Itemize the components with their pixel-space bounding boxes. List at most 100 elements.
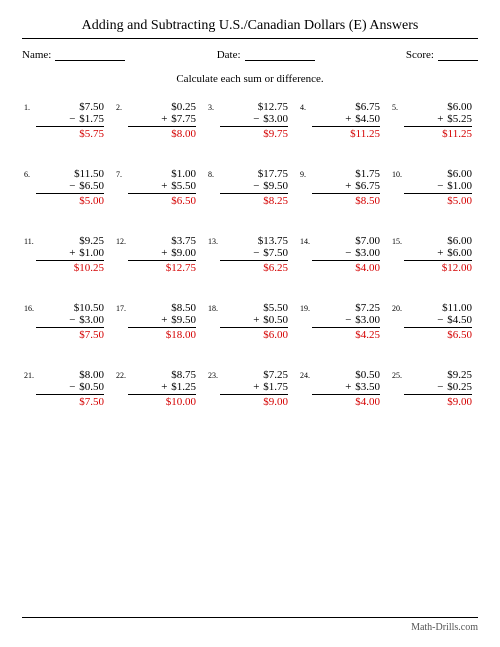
problem-work: $6.00−$1.00$5.00 [404, 168, 476, 207]
problem-rule [220, 394, 288, 395]
problem-rule [220, 327, 288, 328]
operator: + [345, 381, 355, 393]
answer: $10.25 [36, 262, 104, 274]
problem: 3.$12.75−$3.00$9.75 [208, 101, 292, 140]
problem-number: 17. [116, 302, 128, 313]
problem-work: $7.00−$3.00$4.00 [312, 235, 384, 274]
operand-b-row: +$6.00 [404, 247, 472, 259]
problem-rule [404, 126, 472, 127]
operand-a: $8.50 [128, 302, 196, 314]
problem-rule [404, 193, 472, 194]
answer: $6.25 [220, 262, 288, 274]
problem-number: 2. [116, 101, 128, 112]
operand-b: $3.00 [263, 113, 288, 125]
operand-b: $3.50 [355, 381, 380, 393]
page-title: Adding and Subtracting U.S./Canadian Dol… [22, 18, 478, 34]
problem-work: $6.00+$5.25$11.25 [404, 101, 476, 140]
answer: $10.00 [128, 396, 196, 408]
operand-a: $11.50 [36, 168, 104, 180]
operand-b: $1.00 [447, 180, 472, 192]
footer-text: Math-Drills.com [411, 622, 478, 633]
answer: $12.00 [404, 262, 472, 274]
answer: $18.00 [128, 329, 196, 341]
meta-row: Name: Date: Score: [22, 49, 478, 61]
problem-work: $7.25−$3.00$4.25 [312, 302, 384, 341]
problem-rule [312, 394, 380, 395]
operator: − [437, 314, 447, 326]
operand-b-row: +$1.75 [220, 381, 288, 393]
problem-rule [128, 394, 196, 395]
problem-grid: 1.$7.50−$1.75$5.752.$0.25+$7.75$8.003.$1… [22, 101, 478, 408]
operand-b-row: +$3.50 [312, 381, 380, 393]
problem-work: $11.50−$6.50$5.00 [36, 168, 108, 207]
problem: 21.$8.00−$0.50$7.50 [24, 369, 108, 408]
operand-b-row: +$1.25 [128, 381, 196, 393]
problem-number: 10. [392, 168, 404, 179]
problem-number: 21. [24, 369, 36, 380]
operand-a: $3.75 [128, 235, 196, 247]
operand-b: $1.25 [171, 381, 196, 393]
answer: $8.50 [312, 195, 380, 207]
answer: $6.50 [404, 329, 472, 341]
problem: 7.$1.00+$5.50$6.50 [116, 168, 200, 207]
operator: + [253, 314, 263, 326]
operand-b-row: −$1.75 [36, 113, 104, 125]
operand-a: $6.00 [404, 101, 472, 113]
operator: − [437, 381, 447, 393]
problem-number: 3. [208, 101, 220, 112]
answer: $9.00 [404, 396, 472, 408]
instruction-text: Calculate each sum or difference. [22, 73, 478, 85]
operator: + [345, 180, 355, 192]
problem-rule [220, 126, 288, 127]
problem-work: $7.50−$1.75$5.75 [36, 101, 108, 140]
operand-a: $7.25 [312, 302, 380, 314]
problem-rule [128, 260, 196, 261]
operand-b-row: +$5.25 [404, 113, 472, 125]
problem-number: 15. [392, 235, 404, 246]
operand-b: $5.50 [171, 180, 196, 192]
problem-work: $9.25−$0.25$9.00 [404, 369, 476, 408]
operator: + [161, 314, 171, 326]
problem-work: $8.00−$0.50$7.50 [36, 369, 108, 408]
operand-a: $9.25 [36, 235, 104, 247]
problem-work: $8.75+$1.25$10.00 [128, 369, 200, 408]
problem: 19.$7.25−$3.00$4.25 [300, 302, 384, 341]
operator: + [69, 247, 79, 259]
operand-b: $0.50 [79, 381, 104, 393]
problem-rule [312, 126, 380, 127]
operand-b: $1.75 [79, 113, 104, 125]
operator: + [253, 381, 263, 393]
problem: 6.$11.50−$6.50$5.00 [24, 168, 108, 207]
problem: 18.$5.50+$0.50$6.00 [208, 302, 292, 341]
problem-work: $9.25+$1.00 $10.25 [36, 235, 108, 274]
problem-rule [312, 260, 380, 261]
problem: 14.$7.00−$3.00$4.00 [300, 235, 384, 274]
problem: 8.$17.75−$9.50$8.25 [208, 168, 292, 207]
problem: 25.$9.25−$0.25$9.00 [392, 369, 476, 408]
date-field: Date: [217, 49, 315, 61]
operator: − [253, 247, 263, 259]
answer: $5.75 [36, 128, 104, 140]
operand-b: $7.75 [171, 113, 196, 125]
answer: $9.00 [220, 396, 288, 408]
operand-b: $4.50 [447, 314, 472, 326]
operand-b: $1.00 [79, 247, 104, 259]
problem-number: 20. [392, 302, 404, 313]
problem: 2.$0.25+$7.75$8.00 [116, 101, 200, 140]
operator: − [345, 247, 355, 259]
operator: − [345, 314, 355, 326]
answer: $4.00 [312, 262, 380, 274]
answer: $6.50 [128, 195, 196, 207]
problem-number: 14. [300, 235, 312, 246]
operator: + [161, 247, 171, 259]
problem-number: 12. [116, 235, 128, 246]
problem: 23.$7.25+$1.75$9.00 [208, 369, 292, 408]
operand-b: $6.75 [355, 180, 380, 192]
operand-a: $17.75 [220, 168, 288, 180]
problem: 13.$13.75−$7.50$6.25 [208, 235, 292, 274]
name-underline [55, 50, 125, 61]
operator: − [69, 381, 79, 393]
problem-rule [312, 193, 380, 194]
operand-a: $12.75 [220, 101, 288, 113]
operand-b-row: +$6.75 [312, 180, 380, 192]
